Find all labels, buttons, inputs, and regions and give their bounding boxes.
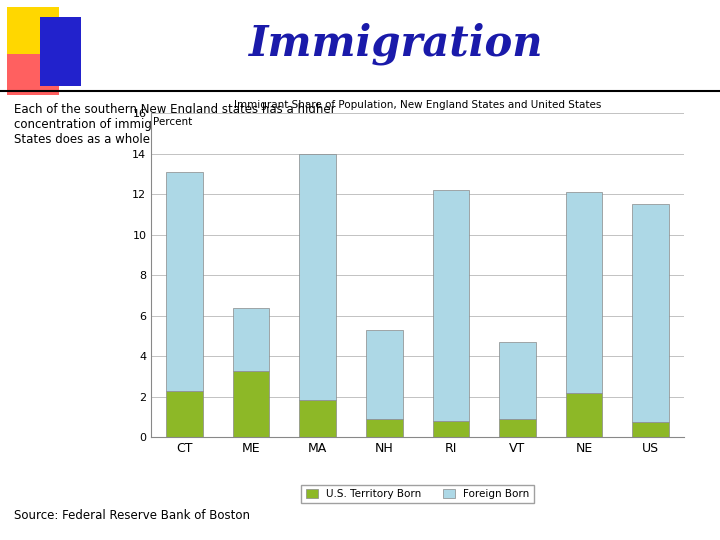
Bar [300, 400, 336, 437]
Bar [300, 154, 336, 400]
Bar [366, 419, 402, 437]
Title: Immigrant Share of Population, New England States and United States: Immigrant Share of Population, New Engla… [234, 100, 601, 110]
Text: Percent: Percent [153, 118, 192, 127]
Bar [499, 419, 536, 437]
Text: Each of the southern New England states has a higher
concentration of immigrants: Each of the southern New England states … [14, 103, 384, 146]
Bar [433, 421, 469, 437]
Bar [166, 391, 203, 437]
Bar [366, 330, 402, 419]
Bar [40, 17, 81, 85]
Bar [499, 342, 536, 419]
Text: CDC: CDC [624, 500, 658, 515]
Bar [7, 55, 59, 95]
Bar [632, 204, 669, 422]
Bar [632, 422, 669, 437]
Bar [566, 393, 603, 437]
Text: Immigration: Immigration [248, 23, 544, 65]
Bar [433, 191, 469, 421]
Legend: U.S. Territory Born, Foreign Born: U.S. Territory Born, Foreign Born [302, 485, 534, 503]
Bar [233, 308, 269, 370]
Text: Source: Federal Reserve Bank of Boston: Source: Federal Reserve Bank of Boston [14, 509, 251, 522]
Bar [566, 192, 603, 393]
Bar [233, 370, 269, 437]
Bar [7, 7, 59, 60]
Bar [166, 172, 203, 391]
